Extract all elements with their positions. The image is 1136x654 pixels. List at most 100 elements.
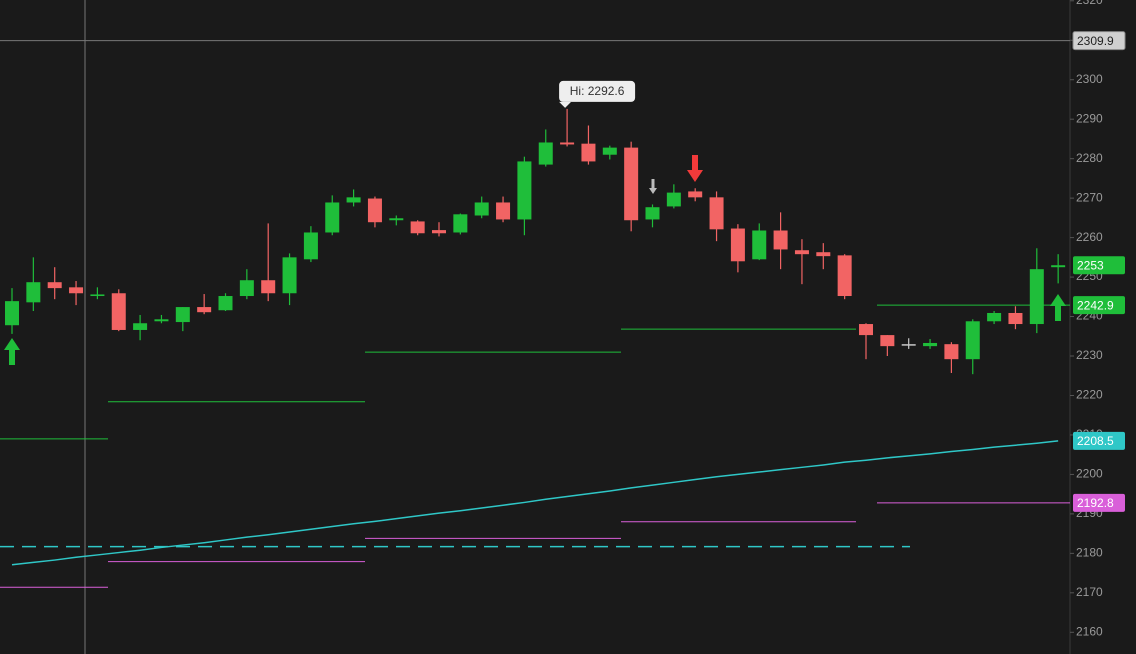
y-tick-label: 2320 xyxy=(1076,0,1103,7)
candle-body xyxy=(1051,265,1066,268)
y-tick-label: 2200 xyxy=(1076,467,1103,481)
candle xyxy=(303,226,318,263)
candle-body xyxy=(837,255,852,297)
price-tag xyxy=(1073,493,1125,512)
candle-body xyxy=(90,294,105,297)
y-tick-label: 2180 xyxy=(1076,546,1103,560)
candle-body xyxy=(69,287,84,294)
candle xyxy=(1051,254,1066,284)
candle xyxy=(453,213,468,235)
candle-body xyxy=(944,344,959,360)
candle-body xyxy=(987,312,1002,322)
candle-body xyxy=(303,232,318,260)
candle-body xyxy=(859,324,873,336)
candle xyxy=(175,307,190,332)
candle-body xyxy=(688,191,703,198)
candle xyxy=(432,222,446,237)
candle-body xyxy=(111,293,126,330)
candle-body xyxy=(410,221,425,234)
candle-body xyxy=(1029,269,1044,325)
y-tick-label: 2300 xyxy=(1076,72,1103,86)
y-tick-label: 2260 xyxy=(1076,230,1103,244)
candle xyxy=(581,125,596,165)
candle xyxy=(901,338,916,349)
candle xyxy=(26,257,41,312)
candle xyxy=(752,223,767,261)
candle xyxy=(773,212,788,270)
candle xyxy=(90,287,105,300)
candle-body xyxy=(816,252,831,257)
price-tag-label: 2242.9 xyxy=(1077,298,1114,312)
candle xyxy=(880,335,895,357)
price-tag xyxy=(1072,31,1126,51)
candle-body xyxy=(282,257,297,294)
candle-body xyxy=(794,250,809,255)
candle xyxy=(602,145,617,160)
signal-arrows xyxy=(4,155,1066,365)
candle xyxy=(474,196,489,219)
candle-body xyxy=(730,228,745,262)
candle xyxy=(111,289,126,332)
candle xyxy=(346,189,361,207)
candle xyxy=(517,156,532,236)
candle-body xyxy=(5,301,19,326)
candle xyxy=(730,224,745,273)
annotation-box xyxy=(559,80,636,102)
y-tick-label: 2170 xyxy=(1076,585,1103,599)
candle-body xyxy=(367,198,382,223)
candle-body xyxy=(666,192,681,207)
y-tick-label: 2220 xyxy=(1076,388,1103,402)
price-tag-label: 2208.5 xyxy=(1077,434,1114,448)
candle xyxy=(197,294,212,315)
price-tag-label: 2309.9 xyxy=(1077,34,1114,48)
buy-arrow xyxy=(1050,294,1066,321)
candle xyxy=(965,319,980,375)
candle xyxy=(496,196,511,223)
candle xyxy=(218,293,233,312)
candle-body xyxy=(624,147,639,221)
candle xyxy=(389,215,404,226)
candle xyxy=(688,188,703,202)
candle-body xyxy=(560,142,575,145)
candle-body xyxy=(602,147,617,155)
y-tick-label: 2270 xyxy=(1076,190,1103,204)
candle xyxy=(923,339,938,349)
candle-body xyxy=(474,202,489,216)
candle-body xyxy=(325,202,340,233)
candle-body xyxy=(923,342,938,347)
candle xyxy=(133,314,148,341)
y-tick-label: 2290 xyxy=(1076,111,1103,125)
candle-body xyxy=(154,319,169,322)
candle-body xyxy=(218,296,233,311)
candle xyxy=(560,108,575,147)
price-tag xyxy=(1073,256,1125,275)
candle xyxy=(5,288,19,334)
candle-body xyxy=(133,323,148,330)
candle xyxy=(794,239,809,285)
candle xyxy=(154,314,169,324)
candle xyxy=(47,267,62,300)
candle xyxy=(816,243,831,270)
candle xyxy=(944,342,959,373)
candle-body xyxy=(645,207,660,220)
price-tag xyxy=(1073,431,1125,450)
candle xyxy=(709,191,724,242)
candle-body xyxy=(26,282,41,303)
candle-body xyxy=(453,214,468,233)
candle xyxy=(859,323,873,360)
annotation: Hi: 2292.6 xyxy=(570,84,625,98)
candle-body xyxy=(197,307,212,313)
sell-arrow xyxy=(687,155,703,182)
candle xyxy=(69,281,84,306)
candle xyxy=(645,204,660,228)
y-tick-label: 2230 xyxy=(1076,348,1103,362)
candle-body xyxy=(901,344,916,346)
candle xyxy=(837,254,852,300)
candle xyxy=(282,253,297,306)
candle-body xyxy=(880,335,895,347)
y-tick-label: 2160 xyxy=(1076,624,1103,638)
candle xyxy=(239,269,254,300)
annotation-box xyxy=(559,101,572,108)
candle-body xyxy=(346,197,361,203)
